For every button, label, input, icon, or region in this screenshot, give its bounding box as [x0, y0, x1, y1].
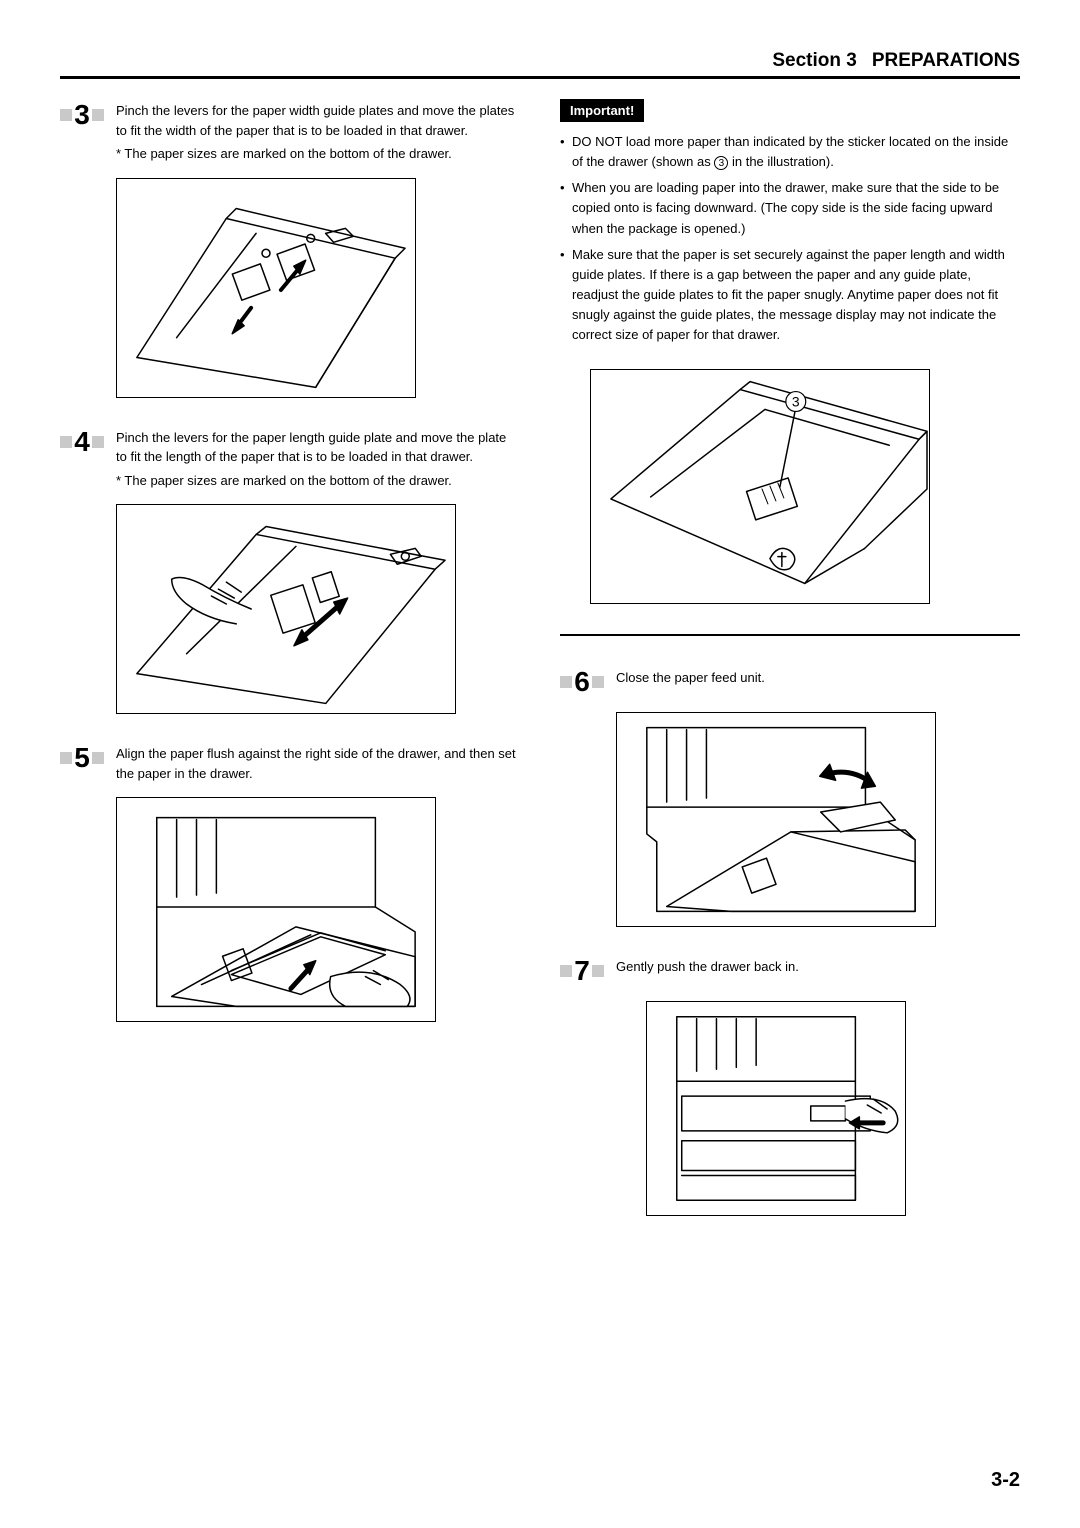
- step-note: * The paper sizes are marked on the bott…: [116, 144, 520, 164]
- step-note: * The paper sizes are marked on the bott…: [116, 471, 520, 491]
- illustration-step4: [116, 504, 456, 714]
- step-4: 4 Pinch the levers for the paper length …: [60, 426, 520, 491]
- content-columns: 3 Pinch the levers for the paper width g…: [60, 99, 1020, 1244]
- illustration-important: 3: [590, 369, 930, 604]
- page-header: Section 3 PREPARATIONS: [60, 50, 1020, 79]
- illustration-step5: [116, 797, 436, 1022]
- bullet-1: DO NOT load more paper than indicated by…: [560, 132, 1020, 172]
- step-number-box: 3: [60, 99, 104, 131]
- bullet-3: Make sure that the paper is set securely…: [560, 245, 1020, 346]
- bullet-2: When you are loading paper into the draw…: [560, 178, 1020, 238]
- step-number-box: 7: [560, 955, 604, 987]
- step-body-wrap: Close the paper feed unit.: [616, 666, 765, 688]
- right-column: Important! DO NOT load more paper than i…: [560, 99, 1020, 1244]
- step-text: Pinch the levers for the paper width gui…: [116, 99, 520, 140]
- step-number: 7: [573, 955, 591, 987]
- step-text: Gently push the drawer back in.: [616, 955, 799, 977]
- section-label: Section 3: [772, 50, 856, 71]
- step-body-wrap: Pinch the levers for the paper length gu…: [116, 426, 520, 491]
- step-3: 3 Pinch the levers for the paper width g…: [60, 99, 520, 164]
- step-number-box: 5: [60, 742, 104, 774]
- page-number: 3-2: [991, 1469, 1020, 1492]
- step-body-wrap: Pinch the levers for the paper width gui…: [116, 99, 520, 164]
- circled-number-icon: 3: [714, 156, 728, 170]
- step-number: 6: [573, 666, 591, 698]
- bullet-1-post: in the illustration).: [728, 154, 834, 169]
- callout-number: 3: [792, 394, 800, 410]
- step-text: Close the paper feed unit.: [616, 666, 765, 688]
- step-7: 7 Gently push the drawer back in.: [560, 955, 1020, 987]
- step-body-wrap: Gently push the drawer back in.: [616, 955, 799, 977]
- step-body-wrap: Align the paper flush against the right …: [116, 742, 520, 783]
- step-text: Align the paper flush against the right …: [116, 742, 520, 783]
- step-number: 5: [73, 742, 91, 774]
- section-title: PREPARATIONS: [861, 50, 1020, 71]
- step-number: 4: [73, 426, 91, 458]
- step-text: Pinch the levers for the paper length gu…: [116, 426, 520, 467]
- illustration-step6: [616, 712, 936, 927]
- step-6: 6 Close the paper feed unit.: [560, 666, 1020, 698]
- section-divider: [560, 634, 1020, 636]
- illustration-step7: [646, 1001, 906, 1216]
- illustration-step3: [116, 178, 416, 398]
- important-bullets: DO NOT load more paper than indicated by…: [560, 132, 1020, 345]
- step-5: 5 Align the paper flush against the righ…: [60, 742, 520, 783]
- left-column: 3 Pinch the levers for the paper width g…: [60, 99, 520, 1244]
- step-number: 3: [73, 99, 91, 131]
- step-number-box: 6: [560, 666, 604, 698]
- important-label: Important!: [560, 99, 644, 122]
- step-number-box: 4: [60, 426, 104, 458]
